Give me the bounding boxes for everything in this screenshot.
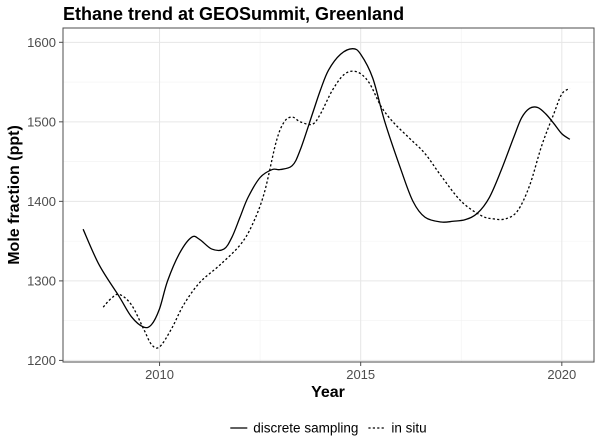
legend-entry-discrete-sampling: discrete sampling — [230, 421, 358, 436]
series-lines — [82, 48, 571, 349]
grid — [63, 28, 594, 362]
legend-label-discrete-sampling: discrete sampling — [253, 421, 358, 436]
y-tick-label: 1600 — [27, 35, 56, 50]
chart-title: Ethane trend at GEOSummit, Greenland — [63, 4, 404, 24]
y-tick-label: 1400 — [27, 194, 56, 209]
y-tick-label: 1500 — [27, 114, 56, 129]
plot-panel-border — [62, 27, 595, 363]
y-axis-title: Mole fraction (ppt) — [6, 125, 23, 265]
x-tick-label: 2015 — [346, 367, 375, 382]
series-line-in-situ — [102, 70, 571, 349]
x-tick-label: 2010 — [145, 367, 174, 382]
y-tick-label: 1300 — [27, 273, 56, 288]
legend-label-in-situ: in situ — [391, 421, 426, 436]
x-tick-label: 2020 — [547, 367, 576, 382]
legend-entry-in-situ: in situ — [368, 421, 427, 436]
x-axis-title: Year — [311, 384, 345, 401]
series-line-discrete-sampling — [82, 48, 571, 329]
y-tick-label: 1200 — [27, 353, 56, 368]
axis-ticks: 2010 2015 2020 1200 1300 1400 1500 1600 — [27, 35, 576, 382]
legend: discrete sampling in situ — [230, 421, 427, 436]
